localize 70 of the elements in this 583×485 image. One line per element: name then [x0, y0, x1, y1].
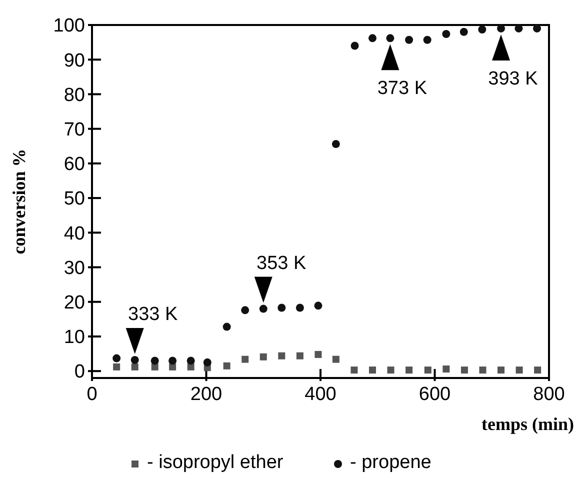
point [386, 34, 394, 42]
point [332, 356, 340, 363]
point [186, 356, 195, 365]
point [296, 304, 304, 312]
point [150, 356, 159, 365]
point [350, 366, 358, 374]
point [112, 354, 121, 362]
point [406, 366, 413, 374]
point [259, 304, 268, 313]
point [296, 352, 304, 360]
point [223, 362, 230, 370]
annotation: 373 K [377, 78, 428, 100]
y-axis-title: conversion % [9, 148, 29, 254]
point [516, 366, 523, 374]
annotation: 353 K [256, 252, 307, 274]
point [130, 356, 139, 364]
point [131, 363, 138, 370]
y-tick-label: 30 [64, 258, 85, 279]
point [278, 352, 286, 360]
point [242, 356, 249, 363]
y-tick-label: 40 [64, 223, 85, 244]
legend-label: - propene [350, 452, 432, 473]
x-tick-label: 800 [533, 384, 565, 405]
point [405, 36, 414, 44]
point [260, 353, 267, 360]
point [442, 366, 450, 372]
point [497, 24, 506, 32]
point [478, 26, 486, 34]
legend-label: - isopropyl ether [147, 452, 284, 473]
point [368, 366, 376, 374]
point [222, 322, 231, 331]
annotation: 333 K [128, 304, 178, 326]
point [168, 356, 177, 365]
y-tick-label: 100 [53, 16, 85, 37]
x-tick-label: 600 [418, 384, 451, 405]
point [514, 24, 523, 32]
x-axis-title: temps (min) [482, 414, 574, 434]
point [113, 363, 120, 370]
x-tick-label: 400 [304, 384, 336, 405]
point [460, 28, 468, 36]
point [387, 366, 394, 374]
point [314, 302, 322, 310]
point [442, 30, 450, 38]
point [350, 42, 359, 50]
point [241, 306, 250, 314]
x-tick-label: 200 [190, 384, 222, 405]
point [278, 304, 286, 312]
y-tick-label: 70 [64, 119, 85, 140]
y-tick-label: 0 [74, 362, 85, 383]
point [533, 24, 542, 32]
point [498, 366, 505, 374]
point [151, 363, 158, 370]
y-tick-label: 60 [64, 154, 85, 176]
point [424, 366, 432, 374]
point [169, 363, 176, 370]
point [332, 140, 340, 148]
annotation: 393 K [488, 68, 538, 90]
point [314, 350, 322, 358]
point [203, 358, 212, 366]
y-tick-label: 80 [64, 84, 85, 106]
point [423, 36, 432, 44]
y-tick-label: 20 [64, 292, 85, 314]
point [368, 34, 376, 42]
point [479, 366, 486, 374]
y-tick-label: 50 [64, 188, 85, 210]
y-tick-label: 90 [64, 50, 85, 72]
point [187, 363, 194, 370]
point [460, 366, 468, 374]
y-tick-label: 10 [64, 327, 85, 348]
point [534, 366, 542, 374]
